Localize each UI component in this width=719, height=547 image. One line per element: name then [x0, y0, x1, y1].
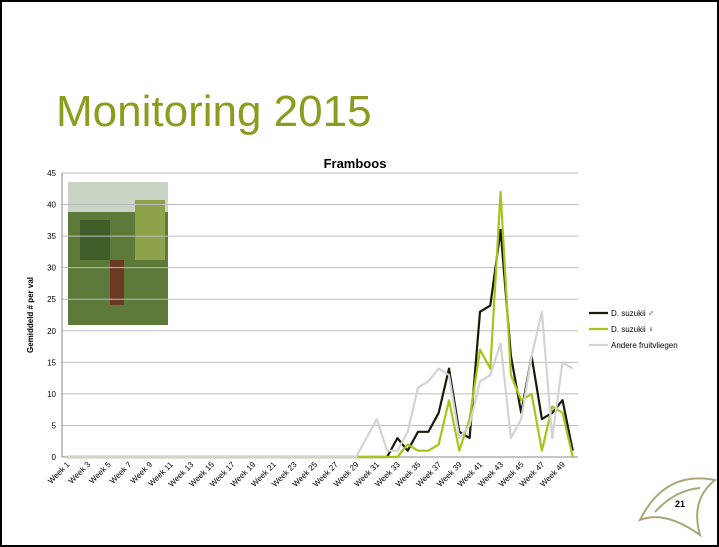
y-tick-label: 10	[47, 390, 56, 399]
legend-label: Andere fruitvliegen	[611, 341, 678, 350]
y-tick-label: 30	[47, 264, 56, 273]
y-tick-label: 20	[47, 327, 56, 336]
y-tick-label: 45	[47, 169, 56, 178]
photo	[68, 182, 168, 325]
y-axis-label: Gemiddeld # per val	[26, 277, 35, 353]
legend-label: D. suzukii ♀	[611, 325, 654, 334]
series-line	[67, 310, 574, 459]
y-tick-label: 40	[47, 201, 56, 210]
y-tick-label: 15	[47, 358, 56, 367]
y-tick-label: 25	[47, 295, 56, 304]
y-tick-label: 0	[52, 453, 57, 462]
chart-title: Framboos	[324, 156, 387, 171]
slide-title: Monitoring 2015	[56, 87, 372, 136]
legend-label: D. suzukii ♂	[611, 309, 654, 318]
y-tick-label: 35	[47, 232, 56, 241]
y-tick-label: 5	[52, 421, 57, 430]
logo	[637, 477, 718, 538]
page-number: 21	[675, 499, 685, 509]
